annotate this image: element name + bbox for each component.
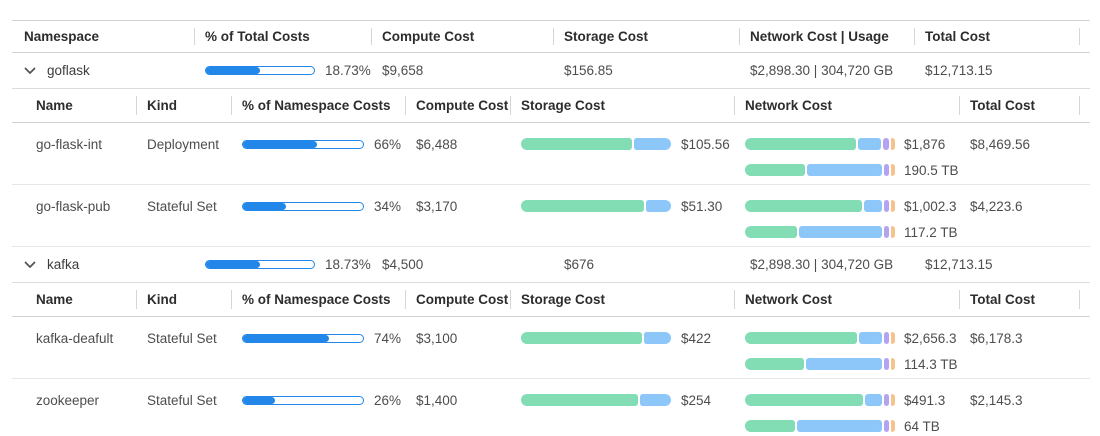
- col-storage-cost: Storage Cost: [521, 283, 745, 316]
- storage-cost-bar: [521, 394, 671, 406]
- namespace-costs-pct: 74%: [374, 330, 402, 346]
- network-cost-cell: $1,876 190.5 TB: [745, 131, 970, 183]
- compute-cost-value: $1,400: [416, 392, 458, 408]
- col-network-cost-usage: Network Cost | Usage: [750, 21, 925, 52]
- namespace-costs-pct: 26%: [374, 392, 402, 408]
- cost-table: Namespace % of Total Costs Compute Cost …: [12, 20, 1090, 436]
- workload-name: kafka-deafult: [36, 330, 114, 346]
- workload-row-zookeeper: zookeeper Stateful Set 26% $1,400 $254 $…: [12, 379, 1090, 436]
- network-cost-bar: [745, 332, 895, 344]
- workload-table-header: Name Kind % of Namespace Costs Compute C…: [12, 89, 1090, 123]
- namespace-name: kafka: [47, 257, 80, 272]
- namespace-costs-progress-bar: [242, 139, 364, 149]
- col-network-cost: Network Cost: [745, 89, 970, 122]
- namespace-row-goflask[interactable]: goflask 18.73% $9,658 $156.85 $2,898.30 …: [12, 53, 1090, 89]
- network-cost-value: $1,876: [904, 136, 946, 152]
- namespace-name: goflask: [47, 63, 90, 78]
- network-cost-value: $1,002.3: [904, 198, 957, 214]
- network-usage-bar: [745, 164, 895, 176]
- storage-cost-value: $156.85: [564, 63, 613, 78]
- network-cost-usage-value: $2,898.30 | 304,720 GB: [750, 257, 894, 272]
- total-cost-value: $4,223.6: [970, 198, 1023, 214]
- col-total-cost: Total Cost: [970, 283, 1090, 316]
- storage-cost-value: $254: [681, 392, 712, 408]
- namespace-table-header: Namespace % of Total Costs Compute Cost …: [12, 20, 1090, 53]
- col-kind: Kind: [147, 89, 242, 122]
- workload-kind: Stateful Set: [147, 330, 217, 346]
- network-usage-bar: [745, 358, 895, 370]
- workload-table-header: Name Kind % of Namespace Costs Compute C…: [12, 283, 1090, 317]
- col-pct-namespace-costs: % of Namespace Costs: [242, 283, 416, 316]
- workload-kind: Stateful Set: [147, 198, 217, 214]
- total-costs-pct: 18.73%: [325, 257, 371, 272]
- col-name: Name: [36, 89, 147, 122]
- workload-name: go-flask-int: [36, 136, 103, 152]
- workload-name: zookeeper: [36, 392, 100, 408]
- col-compute-cost: Compute Cost: [382, 21, 564, 52]
- network-cost-bar: [745, 200, 895, 212]
- workload-name: go-flask-pub: [36, 198, 111, 214]
- network-usage-bar: [745, 420, 895, 432]
- chevron-down-icon[interactable]: [24, 67, 36, 75]
- namespace-costs-progress-bar: [242, 333, 364, 343]
- chevron-down-icon[interactable]: [24, 261, 36, 269]
- total-costs-pct: 18.73%: [325, 63, 371, 78]
- col-name: Name: [36, 283, 147, 316]
- storage-cost-bar: [521, 200, 671, 212]
- workload-row-go-flask-pub: go-flask-pub Stateful Set 34% $3,170 $51…: [12, 185, 1090, 247]
- col-compute-cost: Compute Cost: [416, 89, 521, 122]
- compute-cost-value: $4,500: [382, 257, 424, 272]
- col-total-cost: Total Cost: [925, 21, 1090, 52]
- col-namespace: Namespace: [24, 21, 205, 52]
- col-compute-cost: Compute Cost: [416, 283, 521, 316]
- col-storage-cost: Storage Cost: [564, 21, 750, 52]
- total-cost-value: $6,178.3: [970, 330, 1023, 346]
- workload-kind: Stateful Set: [147, 392, 217, 408]
- compute-cost-value: $9,658: [382, 63, 424, 78]
- total-cost-value: $12,713.15: [925, 257, 993, 272]
- network-usage-value: 117.2 TB: [904, 224, 958, 240]
- storage-cost-bar: [521, 138, 671, 150]
- storage-cost-value: $105.56: [681, 136, 730, 152]
- network-cost-bar: [745, 394, 895, 406]
- network-cost-cell: $491.3 64 TB: [745, 387, 970, 436]
- compute-cost-value: $3,100: [416, 330, 458, 346]
- namespace-costs-progress-bar: [242, 395, 364, 405]
- network-cost-bar: [745, 138, 895, 150]
- total-cost-value: $8,469.56: [970, 136, 1031, 152]
- storage-cost-value: $51.30: [681, 198, 723, 214]
- compute-cost-value: $3,170: [416, 198, 458, 214]
- col-network-cost: Network Cost: [745, 283, 970, 316]
- network-cost-cell: $1,002.3 117.2 TB: [745, 193, 970, 245]
- network-cost-value: $2,656.3: [904, 330, 957, 346]
- storage-cost-bar: [521, 332, 671, 344]
- network-usage-value: 190.5 TB: [904, 162, 959, 178]
- total-cost-value: $2,145.3: [970, 392, 1023, 408]
- storage-cost-value: $676: [564, 257, 595, 272]
- col-pct-namespace-costs: % of Namespace Costs: [242, 89, 416, 122]
- total-costs-progress-bar: [205, 66, 315, 75]
- total-cost-value: $12,713.15: [925, 63, 993, 78]
- storage-cost-value: $422: [681, 330, 712, 346]
- network-cost-usage-value: $2,898.30 | 304,720 GB: [750, 63, 894, 78]
- network-usage-value: 64 TB: [904, 418, 940, 434]
- workload-row-go-flask-int: go-flask-int Deployment 66% $6,488 $105.…: [12, 123, 1090, 185]
- col-storage-cost: Storage Cost: [521, 89, 745, 122]
- namespace-costs-pct: 34%: [374, 198, 402, 214]
- namespace-row-kafka[interactable]: kafka 18.73% $4,500 $676 $2,898.30 | 304…: [12, 247, 1090, 283]
- network-cost-cell: $2,656.3 114.3 TB: [745, 325, 970, 377]
- total-costs-progress-bar: [205, 260, 315, 269]
- network-cost-value: $491.3: [904, 392, 946, 408]
- namespace-costs-pct: 66%: [374, 136, 402, 152]
- workload-row-kafka-deafult: kafka-deafult Stateful Set 74% $3,100 $4…: [12, 317, 1090, 379]
- col-total-cost: Total Cost: [970, 89, 1090, 122]
- network-usage-value: 114.3 TB: [904, 356, 958, 372]
- network-usage-bar: [745, 226, 895, 238]
- namespace-costs-progress-bar: [242, 201, 364, 211]
- col-kind: Kind: [147, 283, 242, 316]
- workload-kind: Deployment: [147, 136, 220, 152]
- compute-cost-value: $6,488: [416, 136, 458, 152]
- col-pct-total-costs: % of Total Costs: [205, 21, 382, 52]
